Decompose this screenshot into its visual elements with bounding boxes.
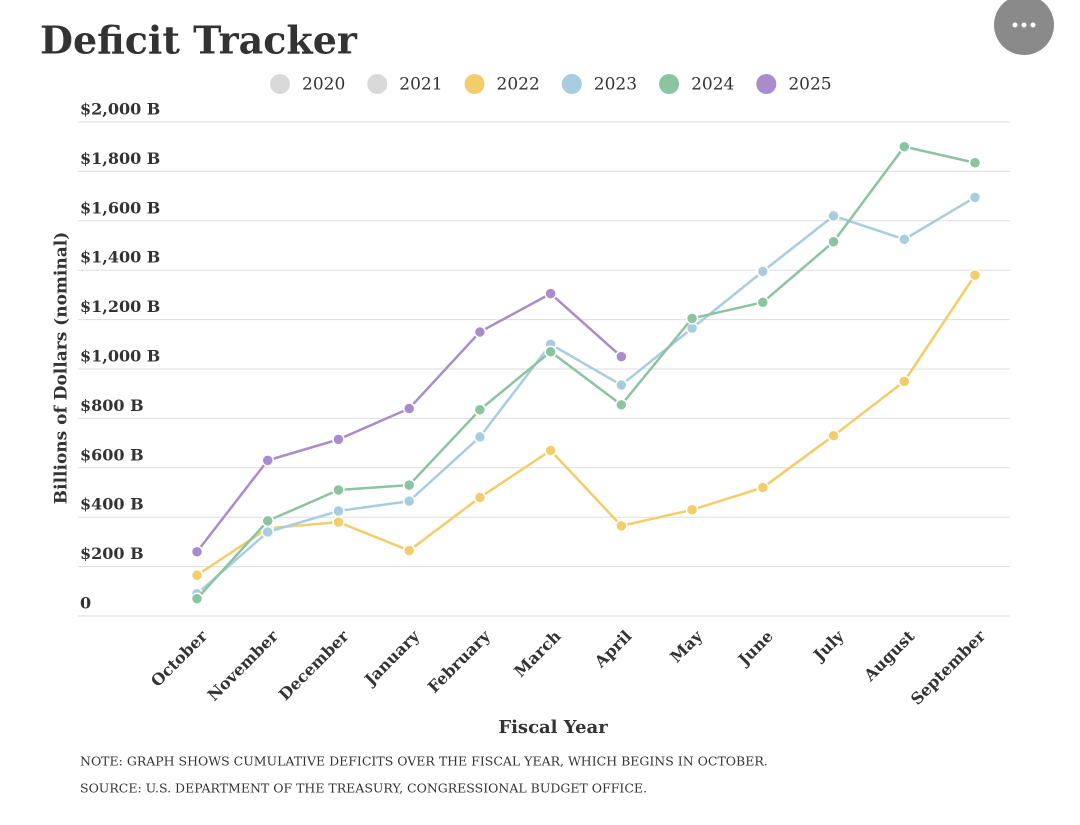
y-axis-title: Billions of Dollars (nominal) xyxy=(52,232,72,504)
data-point xyxy=(402,478,416,492)
legend-label: 2023 xyxy=(594,75,637,95)
data-point xyxy=(968,268,982,282)
x-tick-label: November xyxy=(204,626,283,705)
data-point xyxy=(615,519,628,533)
x-tick-label: February xyxy=(424,626,495,697)
menu-button[interactable] xyxy=(994,0,1054,55)
y-tick-label: $1,000 B xyxy=(80,347,160,366)
data-point xyxy=(756,265,770,278)
data-point xyxy=(544,345,557,358)
note: SOURCE: U.S. DEPARTMENT OF THE TREASURY,… xyxy=(80,781,647,796)
x-tick-label: May xyxy=(666,626,706,666)
data-point xyxy=(332,483,345,497)
data-point xyxy=(190,545,204,559)
legend-swatch xyxy=(561,74,582,94)
x-tick-label: August xyxy=(859,626,918,685)
data-point xyxy=(332,433,345,446)
data-point xyxy=(402,494,416,508)
legend-label: 2022 xyxy=(497,75,540,95)
data-point xyxy=(898,233,911,246)
x-tick-label: September xyxy=(907,626,990,709)
legend-swatch xyxy=(367,74,388,94)
data-point xyxy=(615,378,628,392)
data-point xyxy=(756,296,770,309)
note: NOTE: GRAPH SHOWS CUMULATIVE DEFICITS OV… xyxy=(80,754,768,769)
data-point xyxy=(190,568,204,582)
legend-label: 2020 xyxy=(302,75,345,95)
data-point xyxy=(190,592,204,605)
legend-label: 2025 xyxy=(788,75,831,95)
data-point xyxy=(473,430,487,444)
data-point xyxy=(827,429,840,442)
data-point xyxy=(615,350,628,363)
x-tick-label: January xyxy=(359,626,423,690)
data-point xyxy=(756,481,770,494)
x-axis-title: Fiscal Year xyxy=(498,717,608,738)
data-point xyxy=(473,491,487,504)
x-tick-label: July xyxy=(808,626,848,666)
legend-swatch xyxy=(659,74,680,94)
y-tick-label: $600 B xyxy=(80,445,144,464)
data-point xyxy=(473,403,487,417)
y-tick-label: $200 B xyxy=(80,544,144,563)
chart-title: Deficit Tracker xyxy=(40,18,358,63)
data-point xyxy=(898,140,911,153)
series-line xyxy=(196,292,623,553)
data-point xyxy=(261,454,274,467)
data-point xyxy=(685,312,699,325)
data-point xyxy=(827,209,840,223)
legend-swatch xyxy=(464,74,485,94)
y-tick-label: $1,200 B xyxy=(80,297,160,316)
y-tick-label: $800 B xyxy=(80,396,144,415)
legend-label: 2024 xyxy=(691,75,734,95)
data-point xyxy=(261,525,274,539)
y-tick-label: 0 xyxy=(80,594,91,613)
y-tick-label: $2,000 B xyxy=(80,100,160,119)
data-point xyxy=(332,515,345,529)
data-point xyxy=(544,287,557,300)
data-point xyxy=(968,156,982,170)
legend-swatch xyxy=(756,74,777,94)
data-point xyxy=(827,235,840,249)
data-point xyxy=(473,325,487,339)
x-tick-label: December xyxy=(275,626,353,704)
data-point xyxy=(685,503,699,517)
data-point xyxy=(898,375,911,388)
x-tick-label: March xyxy=(510,626,565,681)
data-point xyxy=(402,544,416,557)
y-tick-label: $1,400 B xyxy=(80,248,160,267)
data-point xyxy=(968,191,982,204)
series-line xyxy=(196,145,976,600)
x-tick-label: October xyxy=(147,626,211,690)
data-point xyxy=(615,398,628,412)
series-line xyxy=(196,196,976,595)
y-tick-label: $400 B xyxy=(80,495,144,514)
data-point xyxy=(261,514,274,528)
y-tick-label: $1,800 B xyxy=(80,149,160,168)
x-tick-label: June xyxy=(733,627,777,671)
data-point xyxy=(402,402,416,415)
legend-label: 2021 xyxy=(399,75,442,95)
series-line xyxy=(196,274,977,577)
y-tick-label: $1,600 B xyxy=(80,198,160,217)
data-point xyxy=(332,504,345,518)
legend-swatch xyxy=(270,74,290,94)
data-point xyxy=(544,444,557,457)
x-tick-label: April xyxy=(590,627,635,672)
